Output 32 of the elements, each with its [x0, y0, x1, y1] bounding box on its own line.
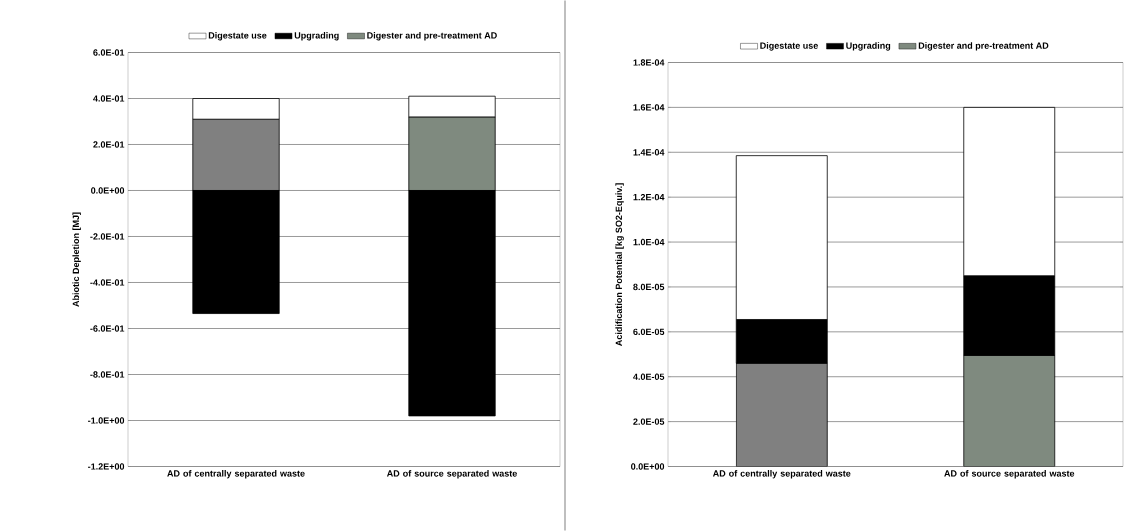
- y-tick-label: 6.0E-01: [93, 49, 125, 56]
- legend-label: Digester and pre-treatment AD: [367, 31, 497, 41]
- y-tick-label: 1.2E-04: [633, 193, 665, 201]
- legend-label: Digester and pre-treatment AD: [918, 42, 1049, 51]
- legend-label: Digestate use: [760, 42, 818, 51]
- y-tick-label: 0.0E+00: [91, 187, 125, 194]
- y-tick-label: -6.0E-01: [90, 325, 125, 332]
- y-tick-label: 0.0E+00: [631, 463, 665, 470]
- y-tick-label: 2.0E-01: [93, 141, 125, 148]
- legend-label: Upgrading: [846, 42, 891, 51]
- y-tick-label: 8.0E-05: [633, 283, 665, 291]
- x-tick-label: AD of source separated waste: [944, 470, 1075, 479]
- y-tick-label: 4.0E-05: [633, 373, 665, 380]
- y-tick-label: -1.2E+00: [88, 463, 125, 470]
- legend-label: Digestate use: [208, 31, 267, 41]
- y-tick-label: 1.0E-04: [633, 238, 665, 246]
- y-tick-label: 2.0E-05: [633, 418, 665, 425]
- y-axis-title: Acidification Potential [kg SO2-Equiv.]: [615, 183, 624, 346]
- legend-label: Upgrading: [294, 31, 339, 41]
- y-tick-label: 1.6E-04: [633, 104, 665, 111]
- y-tick-label: 1.8E-04: [633, 59, 665, 66]
- y-axis-title: Abiotic Depletion [MJ]: [72, 212, 81, 307]
- y-tick-label: -1.0E+00: [88, 417, 125, 424]
- x-tick-label: AD of centrally separated waste: [712, 470, 851, 479]
- y-tick-label: -2.0E-01: [90, 233, 125, 240]
- x-tick-label: AD of centrally separated waste: [167, 470, 305, 479]
- y-tick-label: -4.0E-01: [90, 279, 125, 286]
- y-tick-label: -8.0E-01: [90, 371, 125, 378]
- x-tick-label: AD of source separated waste: [386, 470, 517, 479]
- y-tick-label: 1.4E-04: [633, 149, 665, 156]
- y-tick-label: 4.0E-01: [93, 95, 125, 102]
- y-tick-label: 6.0E-05: [633, 328, 665, 336]
